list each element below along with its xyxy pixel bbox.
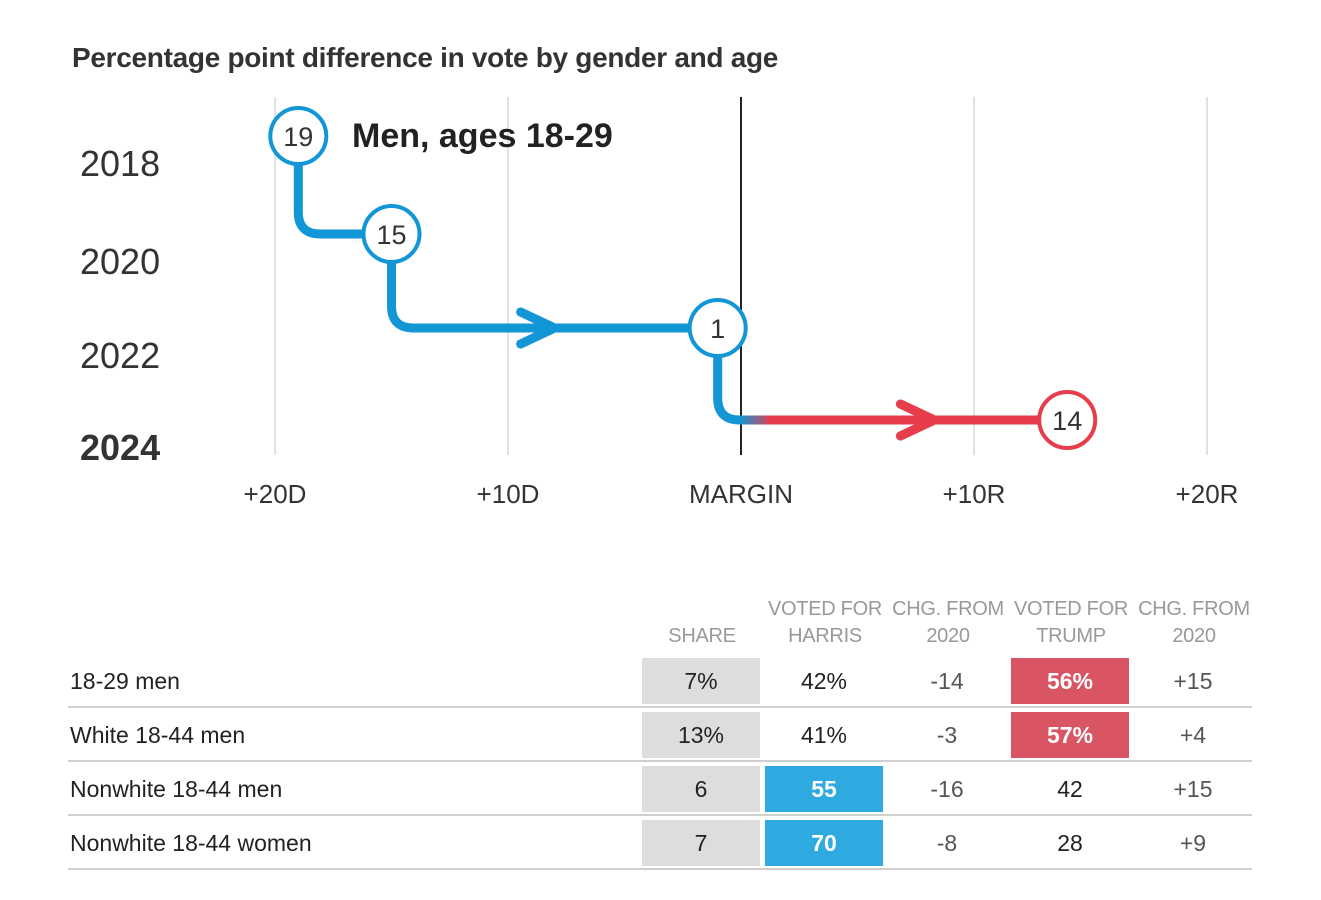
cell-share: 7 (642, 820, 760, 866)
cell-chg-harris: -8 (936, 830, 958, 856)
x-tick-label: +10R (943, 479, 1006, 509)
path-segment-2022-2024-drop (713, 351, 745, 425)
path-segment-2020-2022 (387, 257, 695, 333)
arrowhead-2024 (895, 399, 939, 441)
path-segment-2018-2020 (293, 159, 368, 239)
cell-share: 13% (642, 712, 760, 758)
cell-chg-trump: +15 (1173, 776, 1213, 802)
data-point-label-2024: 14 (1052, 406, 1082, 436)
cell-harris: 42% (800, 668, 848, 694)
cell-chg-trump: +9 (1179, 830, 1207, 856)
table-row: Nonwhite 18-44 women 7 70 -8 28 +9 (68, 820, 1252, 870)
y-tick-label: 2018 (80, 143, 160, 184)
series-path (293, 159, 1044, 441)
cell-share: 7% (642, 658, 760, 704)
header-chg-harris: CHG. FROM 2020 (888, 596, 1008, 650)
data-point-2020 (361, 204, 422, 264)
header-voted-harris-line1: VOTED FOR (768, 598, 882, 620)
cell-share: 6 (642, 766, 760, 812)
path-segment-transition (739, 415, 773, 425)
cell-chg-harris: -16 (930, 776, 964, 802)
header-voted-trump-line1: VOTED FOR (1014, 598, 1128, 620)
row-label: White 18-44 men (70, 722, 246, 748)
table-row: Nonwhite 18-44 men 6 55 -16 42 +15 (68, 766, 1252, 816)
x-tick-label: +20R (1176, 479, 1239, 509)
y-tick-label: 2024 (80, 427, 160, 468)
data-point-2022 (687, 298, 748, 358)
data-point-label-2022: 1 (710, 314, 725, 344)
row-label: Nonwhite 18-44 men (70, 776, 283, 802)
row-label: Nonwhite 18-44 women (70, 830, 312, 856)
data-point-label-2018: 19 (283, 122, 313, 152)
header-chg-trump-line1: CHG. FROM (1138, 598, 1250, 620)
series-points: 19 15 1 14 (268, 106, 1098, 450)
cell-harris: 70 (765, 820, 883, 866)
header-voted-trump: VOTED FOR TRUMP (1011, 596, 1131, 650)
header-chg-harris-line2: 2020 (926, 625, 970, 647)
x-tick-label: MARGIN (689, 479, 793, 509)
x-axis-labels: +20D +10D MARGIN +10R +20R (244, 479, 1239, 509)
cell-trump: 56% (1011, 658, 1129, 704)
header-voted-harris-line2: HARRIS (788, 625, 862, 647)
header-chg-trump: CHG. FROM 2020 (1134, 596, 1254, 650)
y-tick-label: 2022 (80, 335, 160, 376)
vote-table: SHARE VOTED FOR HARRIS CHG. FROM 2020 VO… (68, 596, 1252, 870)
series-label: Men, ages 18-29 (352, 117, 613, 155)
table-row: White 18-44 men 13% 41% -3 57% +4 (68, 712, 1252, 762)
header-voted-trump-line2: TRUMP (1036, 625, 1106, 647)
chart-title: Percentage point difference in vote by g… (72, 42, 779, 73)
cell-chg-trump: +15 (1173, 668, 1213, 694)
arrowhead-2022 (516, 307, 560, 349)
cell-harris: 55 (765, 766, 883, 812)
cell-harris: 41% (800, 722, 848, 748)
data-point-2018 (268, 106, 329, 166)
grid-lines (274, 97, 1208, 455)
cell-trump: 57% (1011, 712, 1129, 758)
table-header: SHARE VOTED FOR HARRIS CHG. FROM 2020 VO… (68, 596, 1252, 654)
header-share: SHARE (668, 625, 736, 647)
data-point-2024 (1037, 390, 1098, 450)
row-label: 18-29 men (70, 668, 180, 694)
x-tick-label: +10D (477, 479, 540, 509)
cell-chg-harris: -3 (936, 722, 958, 748)
y-tick-label: 2020 (80, 241, 160, 282)
table-row: 18-29 men 7% 42% -14 56% +15 (68, 658, 1252, 708)
header-voted-harris: VOTED FOR HARRIS (765, 596, 885, 650)
cell-trump: 28 (1057, 830, 1083, 856)
header-chg-harris-line1: CHG. FROM (892, 598, 1004, 620)
cell-chg-harris: -14 (930, 668, 964, 694)
cell-chg-trump: +4 (1179, 722, 1207, 748)
y-axis-labels: 2018 2020 2022 2024 (80, 143, 160, 468)
header-chg-trump-line2: 2020 (1172, 625, 1216, 647)
data-point-label-2020: 15 (376, 220, 406, 250)
x-tick-label: +20D (244, 479, 307, 509)
cell-trump: 42 (1057, 776, 1083, 802)
